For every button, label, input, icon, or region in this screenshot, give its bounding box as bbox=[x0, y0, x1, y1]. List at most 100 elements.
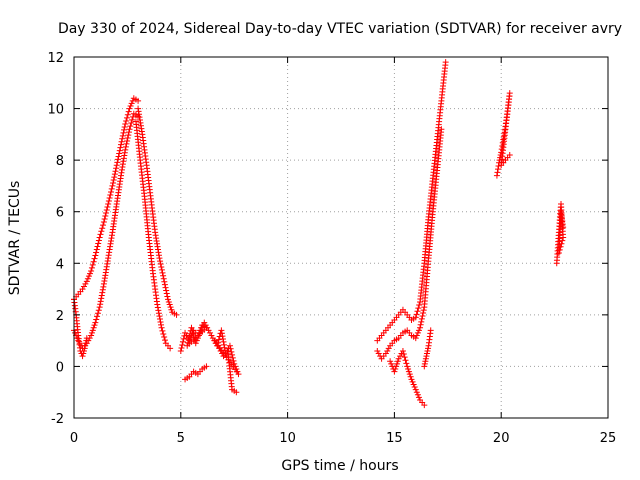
data-point-fill bbox=[414, 329, 421, 336]
data-point bbox=[404, 363, 411, 370]
data-point-fill bbox=[103, 206, 110, 213]
data-point-fill bbox=[110, 179, 117, 186]
data-point-fill bbox=[415, 305, 422, 312]
data-point bbox=[391, 368, 398, 375]
data-point-fill bbox=[421, 360, 428, 367]
data-point-fill bbox=[121, 123, 128, 130]
data-point-fill bbox=[97, 231, 104, 238]
data-point-fill bbox=[98, 295, 105, 302]
data-point bbox=[211, 337, 218, 344]
data-point-fill bbox=[228, 348, 235, 355]
data-point-fill bbox=[159, 269, 166, 276]
series-arc-1-falling-inner bbox=[132, 118, 174, 352]
x-tick-label: 15 bbox=[386, 431, 403, 446]
data-point-fill bbox=[425, 345, 432, 352]
series-arc-3-upper bbox=[374, 59, 449, 344]
series-arc-3-drop bbox=[387, 347, 428, 409]
data-point-fill bbox=[162, 284, 169, 291]
data-point-fill bbox=[90, 324, 97, 331]
data-point bbox=[412, 335, 419, 342]
data-point bbox=[197, 329, 204, 336]
data-point-fill bbox=[185, 336, 192, 343]
data-point bbox=[92, 252, 99, 259]
data-layer bbox=[71, 59, 567, 409]
data-point-fill bbox=[99, 286, 106, 293]
data-point bbox=[79, 286, 86, 293]
series-arc-1-falling-outer bbox=[135, 105, 180, 318]
data-point-fill bbox=[163, 287, 170, 294]
data-point bbox=[83, 335, 90, 342]
data-point-fill bbox=[167, 304, 174, 311]
data-point-fill bbox=[385, 345, 392, 352]
data-point bbox=[154, 301, 161, 308]
data-point bbox=[421, 402, 428, 409]
y-tick-label: 0 bbox=[56, 360, 64, 375]
x-tick-label: 25 bbox=[600, 431, 617, 446]
data-point-fill bbox=[158, 266, 165, 273]
series-arc-3-tail bbox=[421, 327, 434, 370]
y-tick-label: 2 bbox=[56, 309, 64, 324]
series-arc-1-rising-upper bbox=[71, 95, 142, 303]
data-point bbox=[122, 121, 129, 128]
data-point-fill bbox=[80, 283, 87, 290]
data-point-fill bbox=[158, 263, 165, 270]
data-point-fill bbox=[106, 194, 113, 201]
data-point-fill bbox=[180, 335, 187, 342]
data-point-fill bbox=[124, 135, 131, 142]
data-point-fill bbox=[80, 350, 87, 357]
data-point-fill bbox=[418, 315, 425, 322]
data-point-fill bbox=[194, 335, 201, 342]
data-point-fill bbox=[113, 165, 120, 172]
data-point-fill bbox=[213, 340, 220, 347]
y-tick-label: 4 bbox=[56, 257, 64, 272]
data-point bbox=[218, 327, 225, 334]
data-point-fill bbox=[95, 307, 102, 314]
data-point-fill bbox=[94, 310, 101, 317]
data-point-fill bbox=[413, 389, 420, 396]
data-point-fill bbox=[157, 318, 164, 325]
data-point-fill bbox=[229, 351, 236, 358]
data-point bbox=[164, 296, 171, 303]
data-point-fill bbox=[82, 342, 89, 349]
data-point-fill bbox=[417, 321, 424, 328]
data-point-fill bbox=[165, 298, 172, 305]
data-point bbox=[412, 386, 419, 393]
data-point bbox=[493, 172, 500, 179]
data-point-fill bbox=[422, 358, 429, 365]
data-point-fill bbox=[423, 350, 430, 357]
data-point-fill bbox=[189, 327, 196, 334]
data-point-fill bbox=[83, 337, 90, 344]
data-point bbox=[83, 278, 90, 285]
data-point-fill bbox=[229, 354, 236, 361]
data-point-fill bbox=[117, 144, 124, 151]
data-point-fill bbox=[99, 289, 106, 296]
data-point-fill bbox=[125, 129, 132, 136]
data-point-fill bbox=[89, 261, 96, 268]
data-point-fill bbox=[120, 129, 127, 136]
data-point-fill bbox=[161, 334, 168, 341]
data-point bbox=[382, 350, 389, 357]
data-point-fill bbox=[93, 249, 100, 256]
data-point bbox=[177, 347, 184, 354]
data-point bbox=[442, 59, 449, 66]
data-point-fill bbox=[154, 304, 161, 311]
data-point bbox=[96, 304, 103, 311]
data-point bbox=[203, 363, 210, 370]
data-point-fill bbox=[82, 340, 89, 347]
x-axis-label: GPS time / hours bbox=[281, 458, 398, 474]
data-point-fill bbox=[218, 330, 225, 337]
data-point-fill bbox=[405, 366, 412, 373]
data-point-fill bbox=[100, 222, 107, 229]
data-point-fill bbox=[91, 322, 98, 329]
data-point-fill bbox=[89, 327, 96, 334]
data-point-fill bbox=[410, 381, 417, 388]
data-point bbox=[167, 345, 174, 352]
data-point bbox=[417, 324, 424, 331]
data-point-fill bbox=[116, 147, 123, 154]
data-point bbox=[135, 97, 142, 104]
data-point bbox=[421, 363, 428, 370]
data-point-fill bbox=[415, 394, 422, 401]
data-point-fill bbox=[414, 308, 421, 315]
data-point-fill bbox=[94, 243, 101, 250]
data-point bbox=[88, 332, 95, 339]
